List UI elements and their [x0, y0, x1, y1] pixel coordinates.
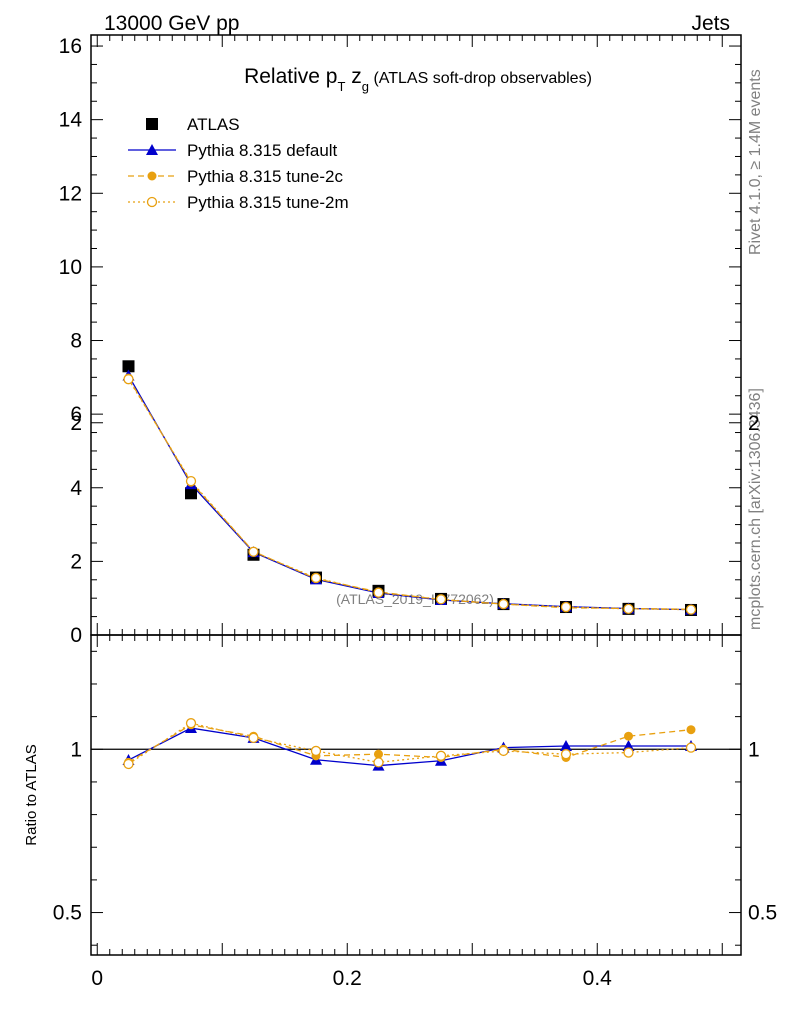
- y-tick-label: 16: [59, 35, 82, 58]
- ratio-tick-label-right: 1: [748, 738, 760, 761]
- legend-marker: [146, 118, 158, 130]
- y-tick-label: 10: [59, 256, 82, 279]
- energy-label: 13000 GeV pp: [104, 12, 239, 35]
- data-point: [122, 360, 135, 373]
- data-point: [185, 487, 197, 500]
- ratio-point: [560, 749, 572, 760]
- title-sub2: g: [362, 79, 369, 94]
- legend-label: Pythia 8.315 tune-2c: [187, 167, 343, 186]
- ratio-point: [686, 725, 696, 735]
- ratio-layer: [122, 718, 697, 771]
- ratio-point: [498, 745, 509, 757]
- y-tick-label: 0: [70, 624, 82, 647]
- data-point: [185, 475, 197, 487]
- series-layer: [122, 360, 697, 616]
- legend-label: Pythia 8.315 default: [187, 141, 338, 160]
- ratio-point: [622, 740, 635, 752]
- series-line: [127, 377, 692, 610]
- ratio-tick-label-right: 0.5: [748, 902, 777, 925]
- ratio-point: [374, 749, 383, 759]
- ratio-point: [123, 758, 134, 770]
- ratio-point: [685, 742, 697, 753]
- title-mid: z: [345, 65, 361, 88]
- ratio-tick-label-left: 0.5: [53, 902, 82, 925]
- y-tick-label: 12: [59, 182, 82, 205]
- rivet-label: Rivet 4.1.0, ≥ 1.4M events: [747, 69, 764, 255]
- ratio-tick-label-left: 2: [70, 412, 82, 435]
- ratio-point: [373, 757, 384, 768]
- legend: ATLAS Pythia 8.315 default Pythia 8.315 tu…: [128, 115, 349, 212]
- ratio-point: [248, 732, 259, 744]
- legend-marker: [146, 196, 158, 208]
- title-main: Relative p: [244, 65, 337, 88]
- ratio-plot-frame: [90, 634, 742, 956]
- ratio-point: [310, 745, 322, 757]
- y-tick-label: 14: [59, 109, 83, 132]
- legend-marker: [146, 144, 158, 155]
- y-tick-label: 2: [70, 550, 82, 573]
- data-point: [248, 546, 259, 557]
- ratio-point: [435, 750, 447, 761]
- ratio-tick-label-left: 1: [70, 738, 82, 761]
- analysis-label: (ATLAS_2019_I1772062): [336, 591, 494, 607]
- title-rest: (ATLAS soft-drop observables): [369, 70, 592, 87]
- ratio-point: [185, 718, 197, 729]
- y-tick-label: 8: [70, 330, 82, 353]
- title-sub1: T: [337, 79, 345, 94]
- data-point: [560, 601, 572, 613]
- legend-label: ATLAS: [187, 115, 240, 134]
- series-line: [127, 375, 692, 611]
- chart-title: Relative pT zg (ATLAS soft-drop observab…: [244, 65, 592, 94]
- series-line: [127, 378, 692, 611]
- data-point: [623, 603, 634, 615]
- data-point: [685, 604, 697, 615]
- jets-label: Jets: [691, 12, 730, 35]
- data-point: [310, 572, 322, 584]
- data-point: [373, 587, 384, 598]
- ratio-point: [624, 731, 633, 741]
- data-point: [435, 594, 447, 605]
- ratio-series-line: [128, 724, 692, 763]
- ratio-ylabel: Ratio to ATLAS: [23, 744, 40, 845]
- x-tick-label: 0.4: [583, 967, 613, 990]
- data-point: [123, 374, 134, 385]
- ratio-point: [560, 740, 572, 752]
- x-tick-label: 0.2: [333, 967, 362, 990]
- data-point: [498, 598, 509, 610]
- ratio-series-line: [128, 727, 691, 767]
- legend-marker: [147, 171, 157, 181]
- ratio-series-line: [128, 722, 692, 765]
- x-tick-label: 0: [91, 967, 103, 990]
- y-tick-label: 6: [70, 403, 82, 426]
- y-tick-label: 4: [70, 477, 82, 500]
- ratio-point: [623, 747, 634, 758]
- mcplots-label: mcplots.cern.ch [arXiv:1306.3436]: [747, 388, 764, 630]
- ratio-tick-label-right: 2: [748, 412, 760, 435]
- legend-label: Pythia 8.315 tune-2m: [187, 193, 349, 212]
